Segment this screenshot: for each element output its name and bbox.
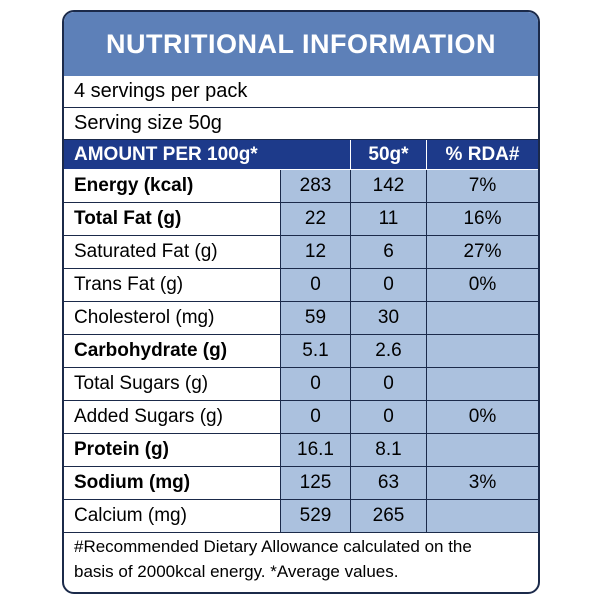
cell-value: 7%: [427, 170, 538, 203]
cell-value: 30: [351, 302, 427, 335]
cell-value: 16.1: [281, 434, 351, 467]
cell-value: 59: [281, 302, 351, 335]
row-name: Carbohydrate (g): [64, 335, 281, 368]
cell-value: [427, 368, 538, 401]
title: NUTRITIONAL INFORMATION: [64, 12, 538, 76]
cell-value: 22: [281, 203, 351, 236]
cell-value: 16%: [427, 203, 538, 236]
cell-value: 0: [351, 368, 427, 401]
cell-value: 0%: [427, 269, 538, 302]
cell-value: 283: [281, 170, 351, 203]
footnote: #Recommended Dietary Allowance calculate…: [74, 537, 472, 556]
cell-value: 27%: [427, 236, 538, 269]
row-name: Calcium (mg): [64, 500, 281, 533]
cell-value: [427, 335, 538, 368]
cell-value: [427, 302, 538, 335]
cell-value: 2.6: [351, 335, 427, 368]
footnote: basis of 2000kcal energy. *Average value…: [74, 562, 399, 581]
cell-value: 0%: [427, 401, 538, 434]
row-name: Total Sugars (g): [64, 368, 281, 401]
cell-value: 0: [281, 269, 351, 302]
cell-value: 6: [351, 236, 427, 269]
cell-value: 529: [281, 500, 351, 533]
servings: 4 servings per pack: [64, 76, 538, 108]
row-name: Saturated Fat (g): [64, 236, 281, 269]
cell-value: 11: [351, 203, 427, 236]
cell-value: 265: [351, 500, 427, 533]
row-name: Total Fat (g): [64, 203, 281, 236]
row-name: Trans Fat (g): [64, 269, 281, 302]
row-name: Sodium (mg): [64, 467, 281, 500]
cell-value: 0: [281, 368, 351, 401]
cell-value: 8.1: [351, 434, 427, 467]
row-name: Added Sugars (g): [64, 401, 281, 434]
column-header: 50g*: [351, 140, 427, 170]
cell-value: 0: [351, 401, 427, 434]
cell-value: 142: [351, 170, 427, 203]
row-name: Energy (kcal): [64, 170, 281, 203]
column-header: AMOUNT PER 100g*: [64, 140, 351, 170]
column-header: % RDA#: [427, 140, 538, 170]
cell-value: 0: [281, 401, 351, 434]
cell-value: 0: [351, 269, 427, 302]
cell-value: [427, 434, 538, 467]
cell-value: 125: [281, 467, 351, 500]
cell-value: 3%: [427, 467, 538, 500]
cell-value: [427, 500, 538, 533]
row-name: Protein (g): [64, 434, 281, 467]
cell-value: 12: [281, 236, 351, 269]
serving-size: Serving size 50g: [64, 108, 538, 140]
cell-value: 63: [351, 467, 427, 500]
cell-value: 5.1: [281, 335, 351, 368]
nutrition-label: NUTRITIONAL INFORMATION 4 servings per p…: [62, 10, 540, 594]
row-name: Cholesterol (mg): [64, 302, 281, 335]
